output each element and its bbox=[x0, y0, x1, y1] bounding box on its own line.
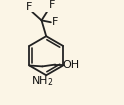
Text: OH: OH bbox=[62, 60, 79, 70]
Text: F: F bbox=[52, 17, 58, 27]
Text: F: F bbox=[25, 2, 32, 12]
Text: NH$_2$: NH$_2$ bbox=[31, 74, 54, 88]
Text: F: F bbox=[48, 0, 55, 10]
